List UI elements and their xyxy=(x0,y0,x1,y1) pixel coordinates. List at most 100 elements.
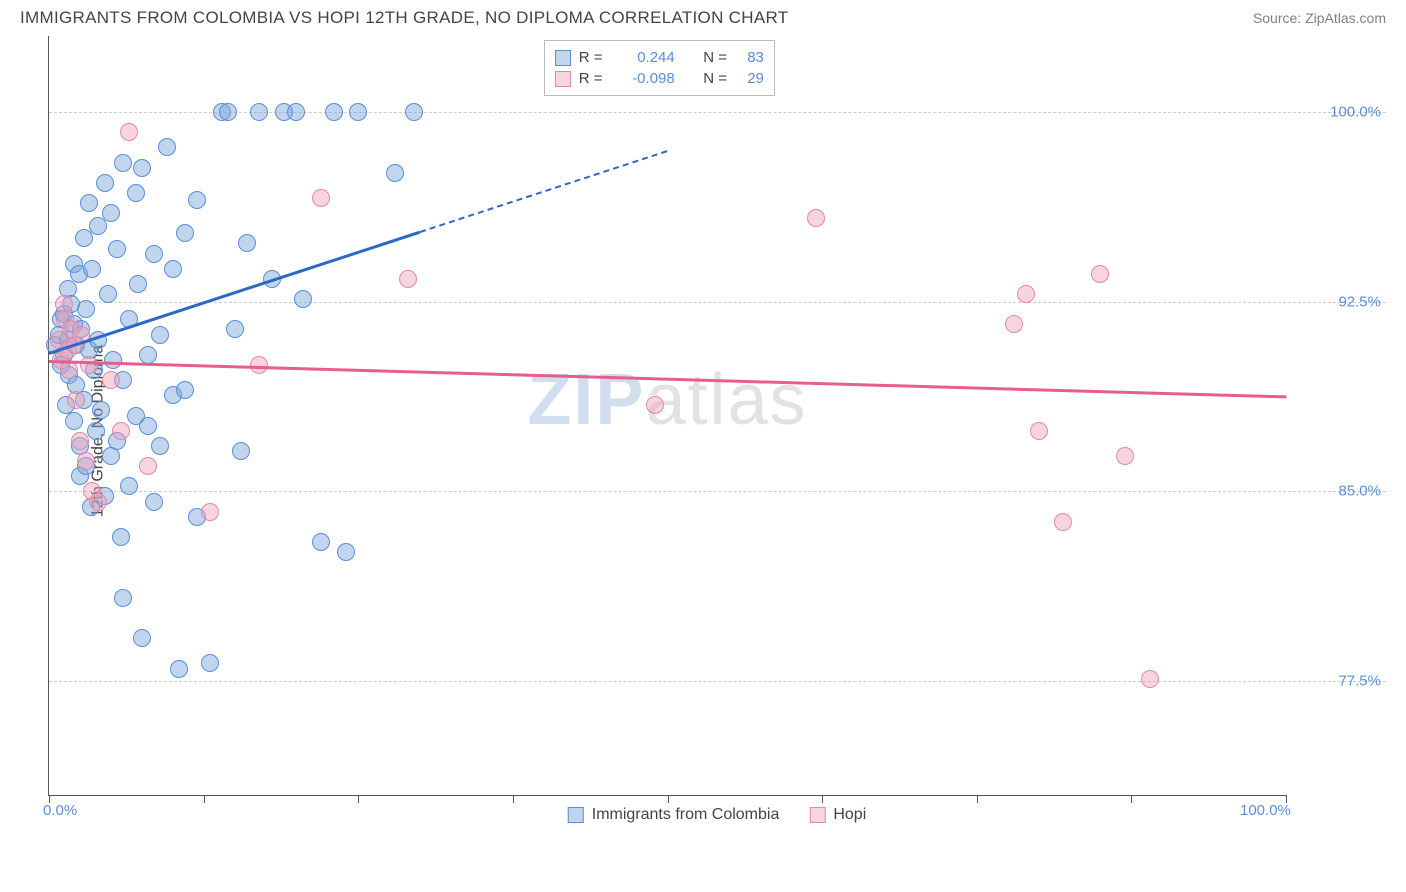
scatter-point-colombia xyxy=(250,103,268,121)
scatter-point-colombia xyxy=(158,138,176,156)
scatter-point-colombia xyxy=(87,422,105,440)
legend-swatch xyxy=(809,807,825,823)
scatter-point-colombia xyxy=(170,660,188,678)
bottom-legend: Immigrants from Colombia Hopi xyxy=(568,806,867,824)
scatter-point-colombia xyxy=(77,300,95,318)
r-value: 0.244 xyxy=(623,49,675,66)
n-label: N = xyxy=(703,70,727,87)
n-label: N = xyxy=(703,49,727,66)
scatter-point-colombia xyxy=(151,437,169,455)
y-tick-label: 100.0% xyxy=(1296,103,1381,120)
scatter-point-colombia xyxy=(219,103,237,121)
scatter-point-colombia xyxy=(96,174,114,192)
scatter-point-colombia xyxy=(201,654,219,672)
scatter-point-colombia xyxy=(120,477,138,495)
scatter-point-hopi xyxy=(1141,670,1159,688)
scatter-point-colombia xyxy=(129,275,147,293)
scatter-point-colombia xyxy=(114,154,132,172)
scatter-point-hopi xyxy=(1091,265,1109,283)
scatter-point-hopi xyxy=(67,391,85,409)
scatter-point-colombia xyxy=(99,285,117,303)
y-tick-label: 77.5% xyxy=(1296,673,1381,690)
scatter-point-hopi xyxy=(139,457,157,475)
x-tick-label: 100.0% xyxy=(1240,802,1291,819)
scatter-point-hopi xyxy=(807,209,825,227)
gridline xyxy=(49,302,1386,303)
scatter-point-hopi xyxy=(112,422,130,440)
x-tick-mark xyxy=(977,795,978,803)
scatter-point-hopi xyxy=(102,371,120,389)
x-tick-mark xyxy=(822,795,823,803)
scatter-point-colombia xyxy=(114,589,132,607)
scatter-point-colombia xyxy=(133,629,151,647)
scatter-point-hopi xyxy=(646,396,664,414)
scatter-point-colombia xyxy=(92,401,110,419)
x-tick-mark xyxy=(204,795,205,803)
scatter-point-colombia xyxy=(83,260,101,278)
legend-swatch xyxy=(555,71,571,87)
scatter-point-colombia xyxy=(337,543,355,561)
scatter-point-colombia xyxy=(325,103,343,121)
scatter-point-colombia xyxy=(188,191,206,209)
scatter-point-colombia xyxy=(145,245,163,263)
x-tick-mark xyxy=(668,795,669,803)
scatter-point-colombia xyxy=(349,103,367,121)
scatter-point-hopi xyxy=(1030,422,1048,440)
legend-swatch xyxy=(568,807,584,823)
y-tick-label: 85.0% xyxy=(1296,483,1381,500)
scatter-point-colombia xyxy=(232,442,250,460)
legend-row-hopi: R = -0.098 N = 29 xyxy=(555,68,764,89)
regression-line xyxy=(420,150,668,233)
scatter-point-colombia xyxy=(238,234,256,252)
scatter-point-hopi xyxy=(399,270,417,288)
x-tick-mark xyxy=(513,795,514,803)
scatter-point-colombia xyxy=(386,164,404,182)
scatter-point-colombia xyxy=(164,260,182,278)
r-label: R = xyxy=(579,49,603,66)
scatter-point-colombia xyxy=(151,326,169,344)
n-value: 29 xyxy=(747,70,764,87)
scatter-point-colombia xyxy=(112,528,130,546)
scatter-point-colombia xyxy=(102,204,120,222)
scatter-point-colombia xyxy=(139,417,157,435)
watermark-atlas: atlas xyxy=(645,360,807,440)
bottom-legend-item-colombia: Immigrants from Colombia xyxy=(568,806,780,824)
scatter-point-hopi xyxy=(1054,513,1072,531)
scatter-point-colombia xyxy=(104,351,122,369)
series-name: Immigrants from Colombia xyxy=(592,806,780,824)
correlation-legend: R = 0.244 N = 83R = -0.098 N = 29 xyxy=(544,40,775,96)
scatter-point-colombia xyxy=(405,103,423,121)
bottom-legend-item-hopi: Hopi xyxy=(809,806,866,824)
y-tick-label: 92.5% xyxy=(1296,293,1381,310)
scatter-point-colombia xyxy=(226,320,244,338)
scatter-point-colombia xyxy=(139,346,157,364)
scatter-point-colombia xyxy=(127,184,145,202)
scatter-point-colombia xyxy=(80,194,98,212)
watermark: ZIPatlas xyxy=(527,359,807,441)
gridline xyxy=(49,681,1386,682)
scatter-point-colombia xyxy=(133,159,151,177)
series-name: Hopi xyxy=(833,806,866,824)
scatter-point-colombia xyxy=(294,290,312,308)
scatter-point-hopi xyxy=(77,452,95,470)
chart-title: IMMIGRANTS FROM COLOMBIA VS HOPI 12TH GR… xyxy=(20,8,788,28)
watermark-zip: ZIP xyxy=(527,360,645,440)
scatter-point-hopi xyxy=(80,356,98,374)
scatter-point-hopi xyxy=(312,189,330,207)
x-tick-mark xyxy=(1131,795,1132,803)
regression-line xyxy=(49,360,1286,398)
scatter-point-hopi xyxy=(71,432,89,450)
legend-swatch xyxy=(555,50,571,66)
r-value: -0.098 xyxy=(623,70,675,87)
scatter-point-colombia xyxy=(287,103,305,121)
scatter-point-hopi xyxy=(60,361,78,379)
plot-region: ZIPatlas 77.5%85.0%92.5%100.0%0.0%100.0%… xyxy=(48,36,1286,796)
scatter-point-hopi xyxy=(120,123,138,141)
scatter-point-hopi xyxy=(1116,447,1134,465)
chart-area: 12th Grade, No Diploma ZIPatlas 77.5%85.… xyxy=(48,36,1386,826)
source-attribution: Source: ZipAtlas.com xyxy=(1253,10,1386,26)
scatter-point-hopi xyxy=(1017,285,1035,303)
r-label: R = xyxy=(579,70,603,87)
scatter-point-hopi xyxy=(89,493,107,511)
scatter-point-colombia xyxy=(75,229,93,247)
